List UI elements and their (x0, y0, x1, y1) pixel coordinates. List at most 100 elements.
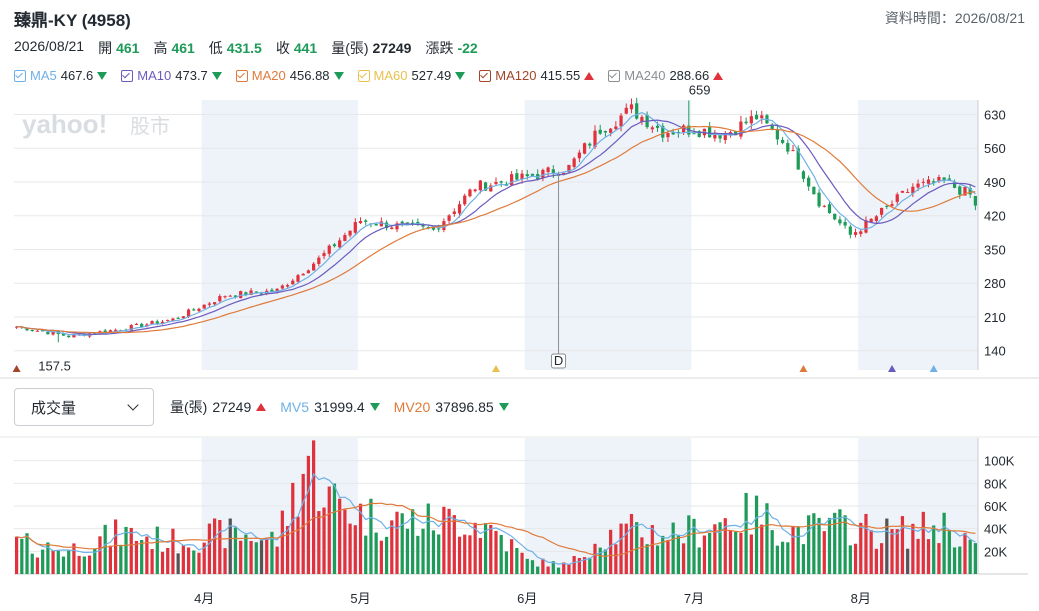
price-tick-label: 560 (984, 141, 1006, 156)
candle-body (275, 288, 279, 292)
volume-bar (176, 553, 180, 574)
candle-body (671, 131, 675, 135)
candle-body (395, 223, 399, 230)
price-tick-label: 490 (984, 175, 1006, 190)
checkbox-icon[interactable] (235, 69, 248, 82)
volume-bar (384, 536, 389, 574)
volume-bar (77, 555, 81, 574)
candle-body (874, 216, 879, 221)
volume-legend-row: 成交量 量(張) 27249 MV5 31999.4 MV20 37896.85 (14, 388, 509, 426)
candle-body (213, 302, 217, 305)
volume-bar (833, 512, 837, 574)
candle-body (942, 177, 946, 181)
candle-body (812, 186, 816, 195)
volume-bar (848, 545, 852, 574)
event-marker-icon (799, 365, 808, 372)
volume-bar (343, 509, 347, 574)
ma-toggle-ma240[interactable]: MA240 288.66 (608, 68, 724, 83)
down-arrow-icon (97, 71, 108, 80)
volume-bar (239, 540, 243, 574)
candle-body (864, 220, 868, 233)
candle-body (374, 223, 378, 226)
volume-bar (546, 566, 550, 574)
candle-body (35, 330, 40, 332)
ma-value: 473.7 (175, 68, 208, 83)
volume-bar (322, 507, 326, 574)
candle-body (708, 126, 712, 138)
volume-bar (312, 440, 316, 574)
checkbox-icon[interactable] (357, 69, 370, 82)
volume-bar (958, 546, 962, 574)
ma-toggle-ma120[interactable]: MA120 415.55 (479, 68, 595, 83)
checkbox-icon[interactable] (608, 69, 621, 82)
candle-body (619, 115, 623, 127)
candle-body (379, 221, 383, 227)
volume-bar (223, 548, 227, 574)
volume-bar (780, 541, 785, 574)
ma-name: MA20 (251, 68, 286, 83)
candle-body (833, 213, 837, 220)
volume-bar (437, 534, 441, 574)
candle-body (134, 323, 139, 325)
volume-bar (926, 539, 931, 574)
vol-legend-value: 31999.4 (314, 399, 365, 415)
volume-bar (166, 547, 170, 574)
quote-item: 收 441 (276, 38, 317, 58)
ma-toggle-ma60[interactable]: MA60 527.49 (357, 68, 466, 83)
volume-bar (551, 561, 555, 574)
ma-legend: MA5 467.6 MA10 473.7 MA20 456.88 MA60 527.49 MA1… (14, 68, 724, 83)
ma-value: 467.6 (60, 68, 94, 83)
volume-bar (473, 522, 477, 574)
candle-body (197, 308, 201, 312)
candle-body (129, 325, 133, 331)
volume-bar (947, 530, 951, 574)
quote-value: 431.5 (226, 40, 262, 56)
volume-bar (494, 530, 498, 574)
ma-toggle-ma5[interactable]: MA5 467.6 (14, 68, 108, 83)
volume-bar (744, 492, 748, 574)
volume-bar (827, 517, 832, 574)
candle-body (192, 309, 196, 311)
indicator-select[interactable]: 成交量 (14, 388, 154, 426)
candle-body (676, 131, 680, 134)
checkbox-icon[interactable] (121, 69, 134, 82)
volume-bar (374, 532, 378, 574)
candle-body (51, 331, 55, 335)
candle-body (895, 194, 899, 202)
candle-body (926, 179, 931, 184)
volume-bar (338, 498, 342, 574)
volume-bar (687, 515, 691, 574)
quote-item: 量(張) 27249 (331, 38, 411, 58)
volume-bar (405, 528, 410, 574)
candle-body (364, 220, 368, 222)
checkbox-icon[interactable] (479, 69, 492, 82)
vol-legend-value: 37896.85 (435, 399, 494, 415)
candle-body (186, 309, 191, 317)
candle-body (791, 150, 795, 152)
volume-bar (582, 557, 587, 574)
candle-body (666, 133, 670, 138)
volume-bar (249, 540, 253, 574)
candle-body (546, 167, 550, 172)
candle-body (233, 295, 238, 297)
volume-bar (708, 532, 712, 574)
candle-body (463, 195, 467, 205)
checkbox-icon[interactable] (14, 69, 26, 82)
candle-body (280, 285, 284, 289)
candle-body (400, 221, 404, 224)
candle-body (155, 321, 159, 324)
volume-bar (666, 539, 670, 574)
ma-toggle-ma10[interactable]: MA10 473.7 (121, 68, 222, 83)
volume-bar (640, 537, 644, 574)
candle-body (562, 173, 566, 175)
volume-bar (379, 540, 383, 574)
candle-body (734, 131, 738, 136)
candle-body (968, 188, 972, 195)
volume-bar (817, 517, 821, 574)
ma-toggle-ma20[interactable]: MA20 456.88 (235, 68, 344, 83)
ma-name: MA5 (30, 68, 57, 83)
candle-body (635, 103, 639, 119)
month-band (201, 100, 358, 370)
candle-body (160, 321, 165, 324)
